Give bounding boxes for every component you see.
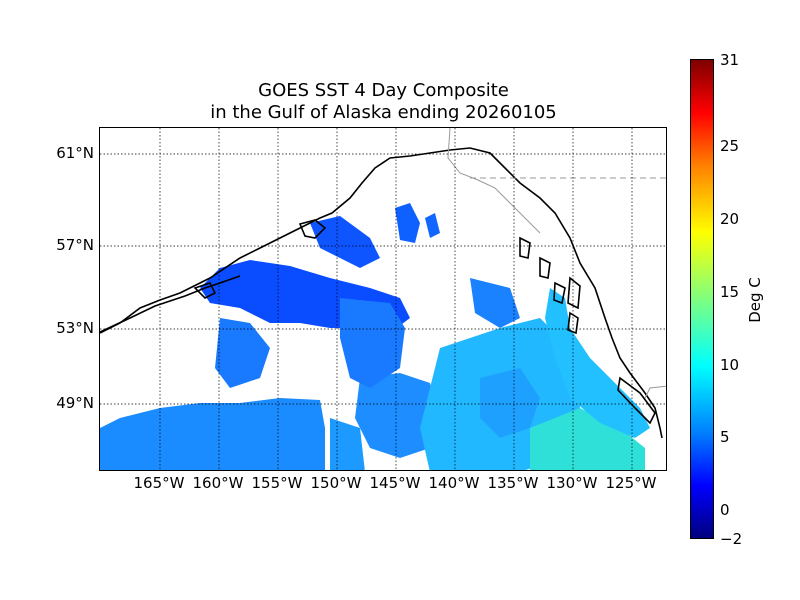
sst-patch-se-warm [530, 408, 645, 470]
kodiak-island [193, 282, 217, 299]
sst-patch-cold-3 [395, 203, 420, 243]
lat-label-49: 49°N [56, 394, 94, 412]
sst-data [100, 203, 650, 470]
se-alaska-islands [519, 236, 579, 335]
colorbar-tick-minus2: −2 [720, 530, 743, 548]
colorbar-tick-25: 25 [720, 137, 740, 155]
lon-label-125: 125°W [605, 474, 657, 492]
colorbar-tick-10: 10 [720, 356, 740, 374]
sst-patch-coast-warm [545, 288, 650, 438]
lon-label-155: 155°W [251, 474, 303, 492]
graticule [100, 128, 666, 470]
sst-map [99, 127, 667, 471]
sst-patch-mid-south [355, 373, 440, 458]
washington-border [644, 385, 666, 399]
lon-label-130: 130°W [546, 474, 598, 492]
lon-label-135: 135°W [487, 474, 539, 492]
plot-title: GOES SST 4 Day Composite in the Gulf of … [100, 80, 667, 124]
lon-label-145: 145°W [369, 474, 421, 492]
alaska-coast [100, 147, 663, 439]
colorbar-label: Deg C [746, 277, 764, 323]
sst-patch-cold-4 [425, 213, 440, 238]
sst-patch-center [340, 298, 405, 388]
lon-label-140: 140°W [428, 474, 480, 492]
sst-patch-north-east [470, 278, 520, 328]
colorbar-tick-0: 0 [720, 501, 730, 519]
sst-patch-bottom-center [330, 418, 365, 470]
political-borders [447, 128, 666, 399]
title-line-1: GOES SST 4 Day Composite [258, 80, 509, 101]
coastline [100, 147, 663, 439]
lon-label-165: 165°W [133, 474, 185, 492]
colorbar-tick-5: 5 [720, 428, 730, 446]
sst-patch-west-cloud [215, 318, 270, 388]
lat-label-53: 53°N [56, 319, 94, 337]
lon-label-160: 160°W [192, 474, 244, 492]
lon-label-150: 150°W [310, 474, 362, 492]
colorbar [690, 59, 714, 539]
colorbar-tick-20: 20 [720, 210, 740, 228]
colorbar-tick-31: 31 [720, 51, 740, 69]
sst-patch-cold-2 [310, 216, 380, 268]
sst-patch-east [480, 368, 540, 438]
lat-label-57: 57°N [56, 236, 94, 254]
title-line-2: in the Gulf of Alaska ending 20260105 [210, 102, 557, 123]
lat-label-61: 61°N [56, 144, 94, 162]
vancouver-island [617, 376, 656, 425]
sst-map-svg [100, 128, 666, 470]
sst-patch-sw [100, 398, 325, 470]
us-canada-border [447, 128, 541, 234]
colorbar-tick-15: 15 [720, 283, 740, 301]
alaska-peninsula [100, 275, 241, 333]
haida-gwaii [567, 276, 581, 310]
kenai [298, 219, 327, 239]
